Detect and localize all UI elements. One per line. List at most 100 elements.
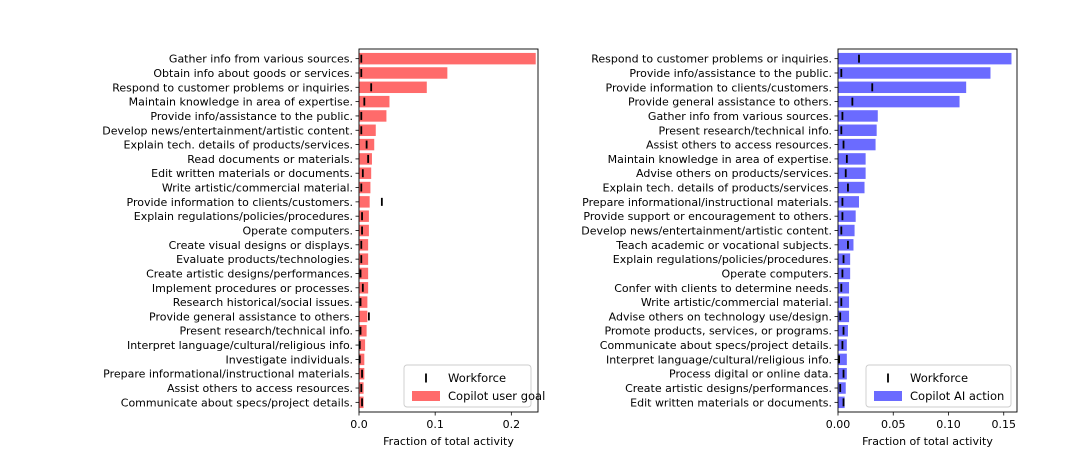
legend: Workforce Copilot AI action (865, 364, 1012, 408)
bar (838, 210, 856, 222)
legend-bar-swatch (874, 391, 902, 401)
category-label: Implement procedures or processes. (152, 282, 353, 295)
bar (838, 153, 866, 165)
bar (838, 310, 850, 323)
category-label: Explain tech. details of products/servic… (124, 139, 353, 152)
category-label: Operate computers. (721, 267, 832, 280)
bar (838, 353, 847, 366)
bar (359, 95, 390, 108)
bar (838, 95, 960, 108)
legend-label-workforce: Workforce (448, 371, 506, 385)
bar (359, 196, 370, 208)
right-chart: Respond to customer problems or inquirie… (581, 48, 1018, 448)
x-tick-label: 0.00 (826, 418, 851, 431)
bar (838, 81, 967, 94)
category-label: Edit written materials or documents. (630, 396, 832, 409)
category-label: Respond to customer problems or inquirie… (112, 81, 353, 94)
x-tick-label: 0.05 (881, 418, 906, 431)
category-label: Respond to customer problems or inquirie… (591, 53, 832, 66)
category-label: Create artistic designs/performances. (146, 267, 353, 280)
bar (359, 67, 448, 79)
category-label: Create artistic designs/performances. (625, 382, 832, 395)
bar (838, 296, 850, 308)
category-label: Research historical/social issues. (173, 296, 353, 309)
category-label: Communicate about specs/project details. (121, 396, 353, 409)
bar (359, 110, 387, 122)
category-label: Gather info from various sources. (169, 53, 353, 66)
category-label: Develop news/entertainment/artistic cont… (581, 225, 832, 238)
x-tick-label: 0.2 (503, 418, 521, 431)
axes-frame (358, 48, 539, 413)
category-label: Develop news/entertainment/artistic cont… (102, 124, 353, 137)
bar (359, 310, 368, 323)
category-label: Explain tech. details of products/servic… (603, 182, 832, 195)
category-label: Explain regulations/policies/procedures. (134, 210, 353, 223)
legend-box (865, 364, 1012, 408)
category-label: Promote products, services, or programs. (604, 325, 832, 338)
category-label: Provide information to clients/customers… (606, 81, 832, 94)
bar (838, 367, 847, 380)
category-label: Interpret language/cultural/religious in… (127, 339, 353, 352)
category-label: Present research/technical info. (659, 124, 832, 137)
bar (359, 210, 369, 222)
category-label: Write artistic/commercial material. (641, 296, 832, 309)
bar (359, 339, 366, 351)
bar (838, 396, 845, 409)
category-label: Teach academic or vocational subjects. (615, 239, 832, 252)
bar (838, 67, 991, 79)
bar (359, 52, 536, 65)
x-axis-label: Fraction of total activity (383, 435, 514, 448)
category-label: Read documents or materials. (187, 153, 353, 166)
legend: Workforce Copilot user goal (403, 364, 545, 408)
category-label: Advise others on technology use/design. (609, 310, 832, 323)
legend-bar-swatch (412, 391, 440, 401)
bar (359, 267, 369, 280)
x-tick-label: 0.1 (426, 418, 444, 431)
category-label: Provide general assistance to others. (149, 310, 353, 323)
x-tick-label: 0.0 (350, 418, 368, 431)
category-label: Advise others on products/services. (636, 167, 832, 180)
category-label: Investigate individuals. (225, 353, 353, 366)
category-label: Prepare informational/instructional mate… (103, 368, 353, 381)
bar (838, 196, 859, 208)
category-label: Obtain info about goods or services. (153, 67, 353, 80)
x-tick-label: 0.15 (991, 418, 1016, 431)
category-label: Interpret language/cultural/religious in… (606, 353, 832, 366)
category-label: Process digital or online data. (669, 368, 832, 381)
category-label: Evaluate products/technologies. (176, 253, 353, 266)
bar (359, 167, 372, 179)
category-label: Assist others to access resources. (646, 139, 832, 152)
bar (838, 382, 846, 394)
bar (838, 110, 878, 122)
bar (359, 253, 369, 265)
bar (838, 239, 854, 251)
category-label: Assist others to access resources. (167, 382, 353, 395)
category-label: Provide info/assistance to the public. (150, 110, 353, 123)
category-label: Provide general assistance to others. (628, 96, 832, 109)
bar (359, 325, 367, 337)
bar (359, 224, 369, 237)
bar (359, 124, 376, 136)
category-label: Create visual designs or displays. (169, 239, 353, 252)
bar (359, 296, 368, 308)
bar (359, 353, 365, 366)
category-label: Confer with clients to determine needs. (614, 282, 832, 295)
category-label: Provide info/assistance to the public. (629, 67, 832, 80)
category-label: Present research/technical info. (180, 325, 353, 338)
legend-label-workforce: Workforce (910, 371, 968, 385)
bar (838, 181, 865, 194)
category-label: Gather info from various sources. (648, 110, 832, 123)
bar (838, 138, 876, 151)
bar (838, 224, 855, 237)
bar (359, 81, 427, 94)
bar (359, 153, 372, 165)
bar (838, 52, 1012, 65)
category-label: Provide information to clients/customers… (127, 196, 353, 209)
bar (838, 167, 866, 179)
left-chart: Gather info from various sources.Obtain … (102, 48, 545, 448)
category-label: Maintain knowledge in area of expertise. (129, 96, 353, 109)
category-label: Edit written materials or documents. (151, 167, 353, 180)
bar (838, 124, 877, 136)
bar (359, 239, 369, 251)
